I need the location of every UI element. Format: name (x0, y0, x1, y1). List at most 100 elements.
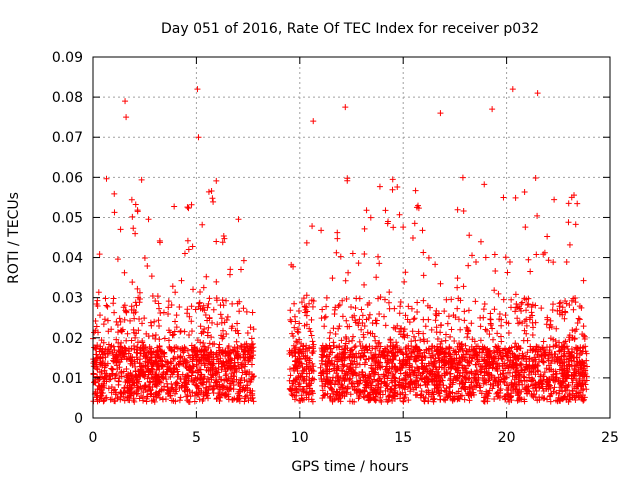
data-point (208, 334, 215, 341)
data-point (427, 354, 434, 361)
data-point (348, 303, 355, 310)
data-point (287, 307, 294, 314)
data-point (117, 226, 124, 233)
data-point (411, 220, 418, 227)
data-point (361, 281, 368, 288)
data-point (474, 380, 481, 387)
y-tick-label: 0.04 (52, 251, 83, 267)
data-point (390, 375, 397, 382)
data-point (371, 396, 378, 403)
data-point (108, 326, 115, 333)
data-point (412, 187, 419, 194)
data-point (461, 396, 468, 403)
data-point (121, 385, 128, 392)
data-point (305, 391, 312, 398)
data-point (327, 329, 334, 336)
data-point (149, 292, 156, 299)
data-point (101, 367, 108, 374)
data-point (125, 396, 132, 403)
data-point (325, 357, 332, 364)
data-point (119, 354, 126, 361)
data-point (521, 398, 528, 405)
data-point (333, 389, 340, 396)
data-point (373, 390, 380, 397)
data-point (487, 316, 494, 323)
data-point (323, 378, 330, 385)
data-point (123, 308, 130, 315)
data-point (310, 118, 317, 125)
data-point (514, 315, 521, 322)
data-point (170, 397, 177, 404)
data-point (397, 303, 404, 310)
data-point (467, 351, 474, 358)
data-point (115, 339, 122, 346)
data-point (328, 380, 335, 387)
data-point (524, 302, 531, 309)
data-point (349, 351, 356, 358)
data-point (505, 320, 512, 327)
data-point (550, 336, 557, 343)
data-point (471, 375, 478, 382)
data-point (505, 329, 512, 336)
data-point (374, 386, 381, 393)
data-point (509, 86, 516, 93)
data-point (300, 295, 307, 302)
data-point (309, 223, 316, 230)
data-point (132, 334, 139, 341)
data-point (241, 387, 248, 394)
data-point (523, 390, 530, 397)
data-point (361, 225, 368, 232)
data-point (500, 296, 507, 303)
data-point (244, 392, 251, 399)
data-point (233, 351, 240, 358)
data-point (523, 322, 530, 329)
data-point (176, 397, 183, 404)
data-point (538, 305, 545, 312)
data-point (378, 398, 385, 405)
data-point (214, 321, 221, 328)
data-point (299, 364, 306, 371)
data-point (174, 368, 181, 375)
data-point (420, 316, 427, 323)
data-point (117, 343, 124, 350)
data-point (506, 369, 513, 376)
data-point (451, 337, 458, 344)
data-point (213, 395, 220, 402)
data-point (529, 312, 536, 319)
data-point (580, 277, 587, 284)
data-point (432, 261, 439, 268)
data-point (147, 386, 154, 393)
data-point (297, 360, 304, 367)
data-point (159, 362, 166, 369)
data-point (391, 392, 398, 399)
data-point (222, 390, 229, 397)
data-point (406, 366, 413, 373)
data-point (565, 398, 572, 405)
data-point (245, 357, 252, 364)
data-point (349, 337, 356, 344)
data-point (554, 359, 561, 366)
data-point (300, 385, 307, 392)
data-point (241, 348, 248, 355)
data-point (505, 391, 512, 398)
data-point (450, 395, 457, 402)
data-point (216, 397, 223, 404)
data-point (246, 370, 253, 377)
data-point (514, 304, 521, 311)
data-point (142, 358, 149, 365)
data-point (552, 378, 559, 385)
data-point (323, 303, 330, 310)
data-point (336, 350, 343, 357)
data-point (169, 283, 176, 290)
data-point (468, 320, 475, 327)
data-point (235, 216, 242, 223)
data-point (173, 312, 180, 319)
data-point (123, 114, 130, 121)
data-point (205, 324, 212, 331)
data-point (493, 377, 500, 384)
data-point (333, 353, 340, 360)
data-point (171, 348, 178, 355)
data-point (130, 378, 137, 385)
data-point (414, 299, 421, 306)
data-point (432, 311, 439, 318)
